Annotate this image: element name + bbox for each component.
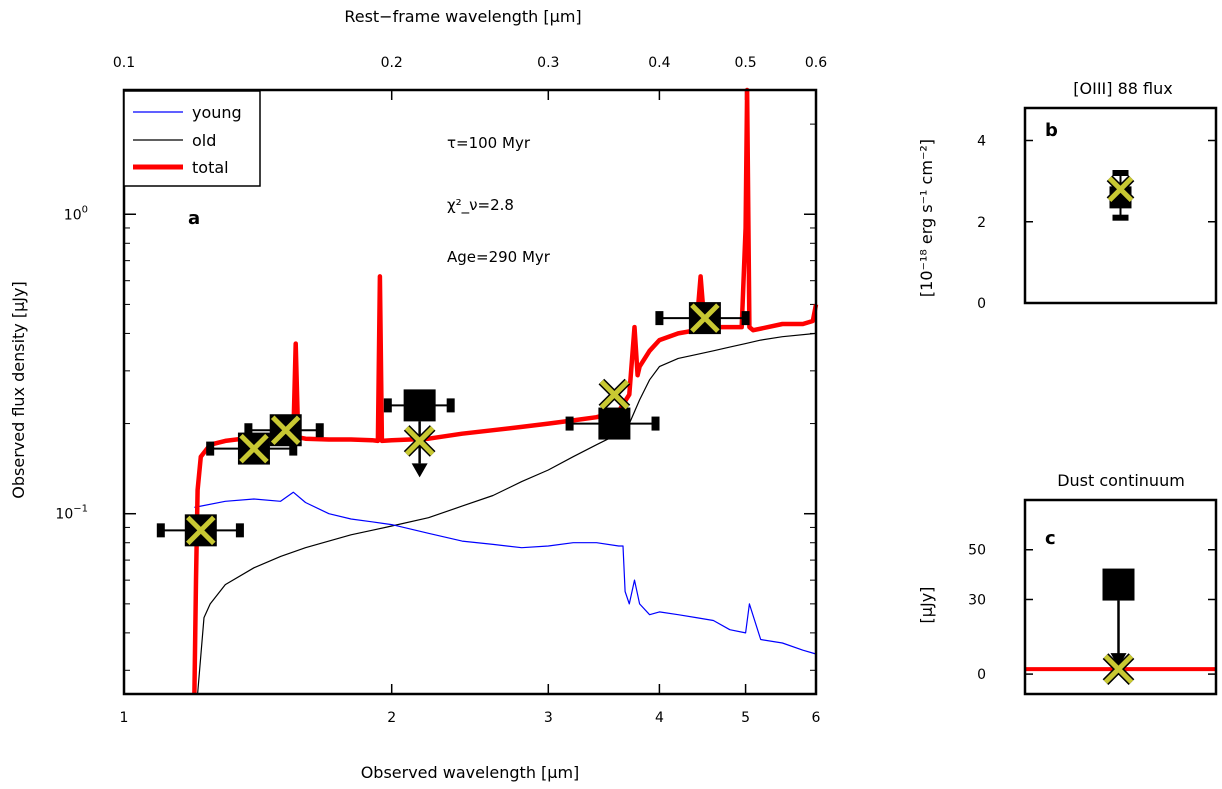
panel-c: Dust continuum [μJy] 0 30 50 c xyxy=(917,471,1218,696)
observed-point xyxy=(403,389,436,422)
model-cross-stroke xyxy=(239,433,269,464)
annotation-age: Age=290 Myr xyxy=(447,248,551,266)
top-x-tick-label: 0.4 xyxy=(648,55,670,71)
top-x-tick-label: 0.3 xyxy=(537,55,559,71)
x-tick-label: 6 xyxy=(812,710,821,726)
y-axis-title: Observed flux density [μJy] xyxy=(9,281,28,498)
x-tick-label: 2 xyxy=(387,710,396,726)
panel-c-points xyxy=(1025,568,1216,685)
model-cross-stroke xyxy=(599,379,630,410)
xerr-cap xyxy=(244,423,253,438)
tick-labels: 1 2 3 4 5 6 0.1 0.2 0.3 0.4 0.5 0.6 10−1 100 xyxy=(55,55,827,726)
xerr-cap xyxy=(235,523,244,538)
xerr-cap xyxy=(289,441,298,456)
model-cross-stroke xyxy=(1103,654,1134,684)
xerr-cap xyxy=(156,523,165,538)
series-line-young xyxy=(194,491,817,655)
top-x-tick-label: 0.1 xyxy=(113,55,135,71)
series-line-total xyxy=(192,87,819,695)
panel-b-title: [OIII] 88 flux xyxy=(1073,79,1172,98)
panel-c-upper-limit-arrowhead xyxy=(1110,653,1127,668)
legend-label-young: young xyxy=(192,103,242,122)
panel-c-y-tick-label: 0 xyxy=(977,667,986,683)
upper-limit-arrowhead xyxy=(411,463,428,478)
top-x-axis-title: Rest−frame wavelength [μm] xyxy=(344,7,581,26)
xerr-cap xyxy=(565,416,574,431)
x-tick-label: 5 xyxy=(741,710,750,726)
observed-point xyxy=(598,407,631,440)
panel-b: [OIII] 88 flux [10⁻¹⁸ erg s⁻¹ cm⁻²] 024 … xyxy=(917,79,1218,312)
xerr-cap xyxy=(383,398,392,413)
x-tick-label: 4 xyxy=(655,710,664,726)
legend-label-old: old xyxy=(192,131,216,150)
model-point xyxy=(269,414,302,447)
panel-letter-b: b xyxy=(1045,120,1058,141)
x-tick-label: 3 xyxy=(544,710,553,726)
panel-b-y-axis-title: [10⁻¹⁸ erg s⁻¹ cm⁻²] xyxy=(917,139,936,297)
panel-b-y-tick-label: 2 xyxy=(977,215,986,231)
legend-label-total: total xyxy=(192,158,229,177)
model-cross-stroke xyxy=(186,515,216,546)
plot-frame-b xyxy=(1023,106,1218,305)
y-tick-label: 100 xyxy=(64,204,88,223)
top-x-tick-label: 0.5 xyxy=(734,55,756,71)
xerr-cap xyxy=(741,311,750,326)
panel-b-yerr-cap xyxy=(1112,170,1129,176)
panel-b-ticks: 0 2 4 xyxy=(977,134,1216,312)
plot-frame-a xyxy=(122,88,818,696)
panel-c-model-point xyxy=(1102,653,1135,685)
panel-c-observed-point xyxy=(1102,568,1135,601)
model-point xyxy=(689,302,721,334)
panel-b-yerr-cap xyxy=(1112,214,1129,221)
xerr-cap xyxy=(206,441,215,456)
model-cross-stroke xyxy=(690,303,720,333)
xerr-cap xyxy=(315,423,324,438)
x-axis-title: Observed wavelength [μm] xyxy=(361,763,580,782)
annotation-tau: τ=100 Myr xyxy=(447,134,531,152)
model-cross-stroke xyxy=(404,426,435,456)
model-point xyxy=(238,432,270,465)
data-points xyxy=(156,302,750,547)
panel-c-y-tick-label: 50 xyxy=(968,543,986,559)
panel-b-y-tick-label: 4 xyxy=(977,134,986,150)
series-group xyxy=(192,87,819,695)
model-point xyxy=(598,378,631,411)
panel-a: Rest−frame wavelength [μm] Observed wave… xyxy=(9,7,827,782)
plot-frame-c xyxy=(1023,498,1218,696)
panel-letter-a: a xyxy=(188,208,200,229)
model-cross-stroke xyxy=(1107,176,1134,203)
panel-b-y-tick-label: 0 xyxy=(977,296,986,312)
model-point xyxy=(184,514,217,547)
panel-c-y-tick-label: 30 xyxy=(968,592,986,608)
top-x-tick-label: 0.2 xyxy=(381,55,403,71)
y-tick-label: 10−1 xyxy=(55,504,88,523)
panel-b-model-point xyxy=(1106,175,1135,204)
panel-c-title: Dust continuum xyxy=(1057,471,1185,490)
panel-c-ticks: 0 30 50 xyxy=(968,543,1216,683)
xerr-cap xyxy=(655,311,664,326)
xerr-cap xyxy=(651,416,660,431)
model-cross-stroke xyxy=(270,415,301,446)
series-line-old xyxy=(197,332,817,695)
panel-c-y-axis-title: [μJy] xyxy=(917,587,936,624)
xerr-cap xyxy=(446,398,455,413)
panel-letter-c: c xyxy=(1045,528,1056,549)
legend-box xyxy=(123,90,261,187)
panel-b-points xyxy=(1106,170,1135,221)
x-tick-label: 1 xyxy=(120,710,129,726)
legend: young old total xyxy=(123,90,261,187)
top-x-tick-label: 0.6 xyxy=(805,55,827,71)
annotation-chi2: χ²_ν=2.8 xyxy=(447,196,514,215)
model-point xyxy=(403,425,436,457)
